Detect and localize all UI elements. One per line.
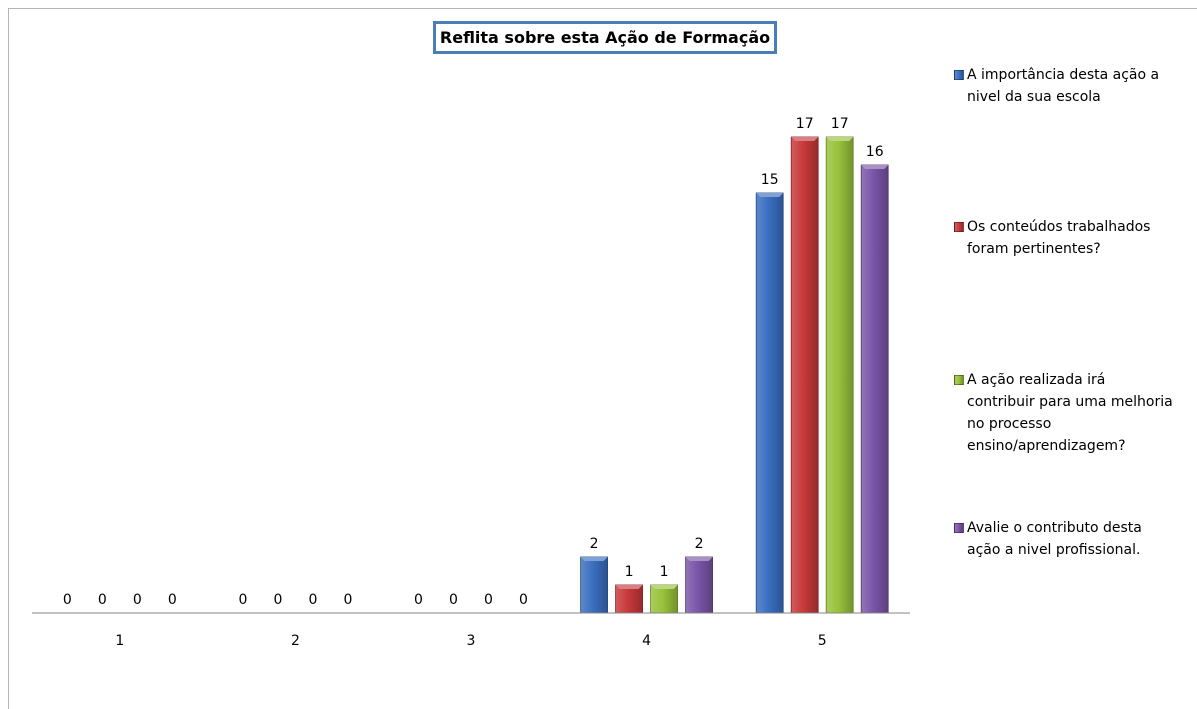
data-label: 0 xyxy=(519,592,528,608)
data-label: 2 xyxy=(590,536,599,552)
bar-bevel xyxy=(826,137,854,141)
data-label: 0 xyxy=(484,592,493,608)
x-tick-label: 5 xyxy=(818,633,827,649)
data-label: 2 xyxy=(695,536,704,552)
bar xyxy=(755,192,784,614)
legend-label: A ação realizada irá contribuir para uma … xyxy=(967,372,1173,454)
bar-bevel xyxy=(580,557,608,561)
data-label: 0 xyxy=(238,592,247,608)
data-label: 17 xyxy=(831,116,849,132)
data-label: 0 xyxy=(168,592,177,608)
bar xyxy=(615,584,643,614)
bar-bevel xyxy=(791,137,819,141)
legend-item: Avalie o contributo desta ação a nivel pr… xyxy=(954,517,1197,561)
legend-label: A importância desta ação a nivel da sua e… xyxy=(967,67,1160,105)
x-tick-label: 1 xyxy=(115,633,124,649)
data-label: 0 xyxy=(308,592,317,608)
legend-swatch xyxy=(954,70,964,80)
bar xyxy=(650,584,678,614)
data-labels-group: 0 0 0 0 0 0 0 0 0 0 0 0 2 1 1 2 15 17 17 16 xyxy=(63,116,884,608)
data-label: 0 xyxy=(133,592,142,608)
bar xyxy=(860,164,889,614)
bar-bevel xyxy=(861,165,889,169)
x-tick-label: 4 xyxy=(642,633,651,649)
bars-group xyxy=(580,136,889,614)
data-label: 15 xyxy=(761,172,779,188)
bar xyxy=(580,556,608,614)
data-label: 0 xyxy=(63,592,72,608)
x-tick-label: 3 xyxy=(467,633,476,649)
bar-bevel xyxy=(650,585,678,589)
legend-item: A ação realizada irá contribuir para uma … xyxy=(954,369,1197,457)
legend-swatch xyxy=(954,375,964,385)
data-label: 0 xyxy=(273,592,282,608)
x-tick-label: 2 xyxy=(291,633,300,649)
data-label: 0 xyxy=(98,592,107,608)
legend-swatch xyxy=(954,523,964,533)
data-label: 0 xyxy=(449,592,458,608)
data-label: 0 xyxy=(343,592,352,608)
data-label: 1 xyxy=(660,564,669,580)
data-label: 1 xyxy=(625,564,634,580)
data-label: 17 xyxy=(796,116,814,132)
legend: A importância desta ação a nivel da sua e… xyxy=(954,64,1197,604)
bar xyxy=(825,136,854,614)
legend-label: Avalie o contributo desta ação a nivel pr… xyxy=(967,520,1142,558)
bar-bevel xyxy=(685,557,713,561)
data-label: 0 xyxy=(414,592,423,608)
chart-title: Reflita sobre esta Ação de Formação xyxy=(433,21,777,54)
bar xyxy=(790,136,819,614)
bar-bevel xyxy=(615,585,643,589)
legend-item: Os conteúdos trabalhados foram pertinente… xyxy=(954,216,1197,260)
bar-bevel xyxy=(756,193,784,197)
legend-label: Os conteúdos trabalhados foram pertinente… xyxy=(967,219,1151,257)
bar xyxy=(685,556,713,614)
chart-frame xyxy=(8,8,1197,709)
legend-swatch xyxy=(954,222,964,232)
data-label: 16 xyxy=(866,144,884,160)
legend-item: A importância desta ação a nivel da sua e… xyxy=(954,64,1197,108)
x-tick-labels-group: 1 2 3 4 5 xyxy=(115,633,826,649)
